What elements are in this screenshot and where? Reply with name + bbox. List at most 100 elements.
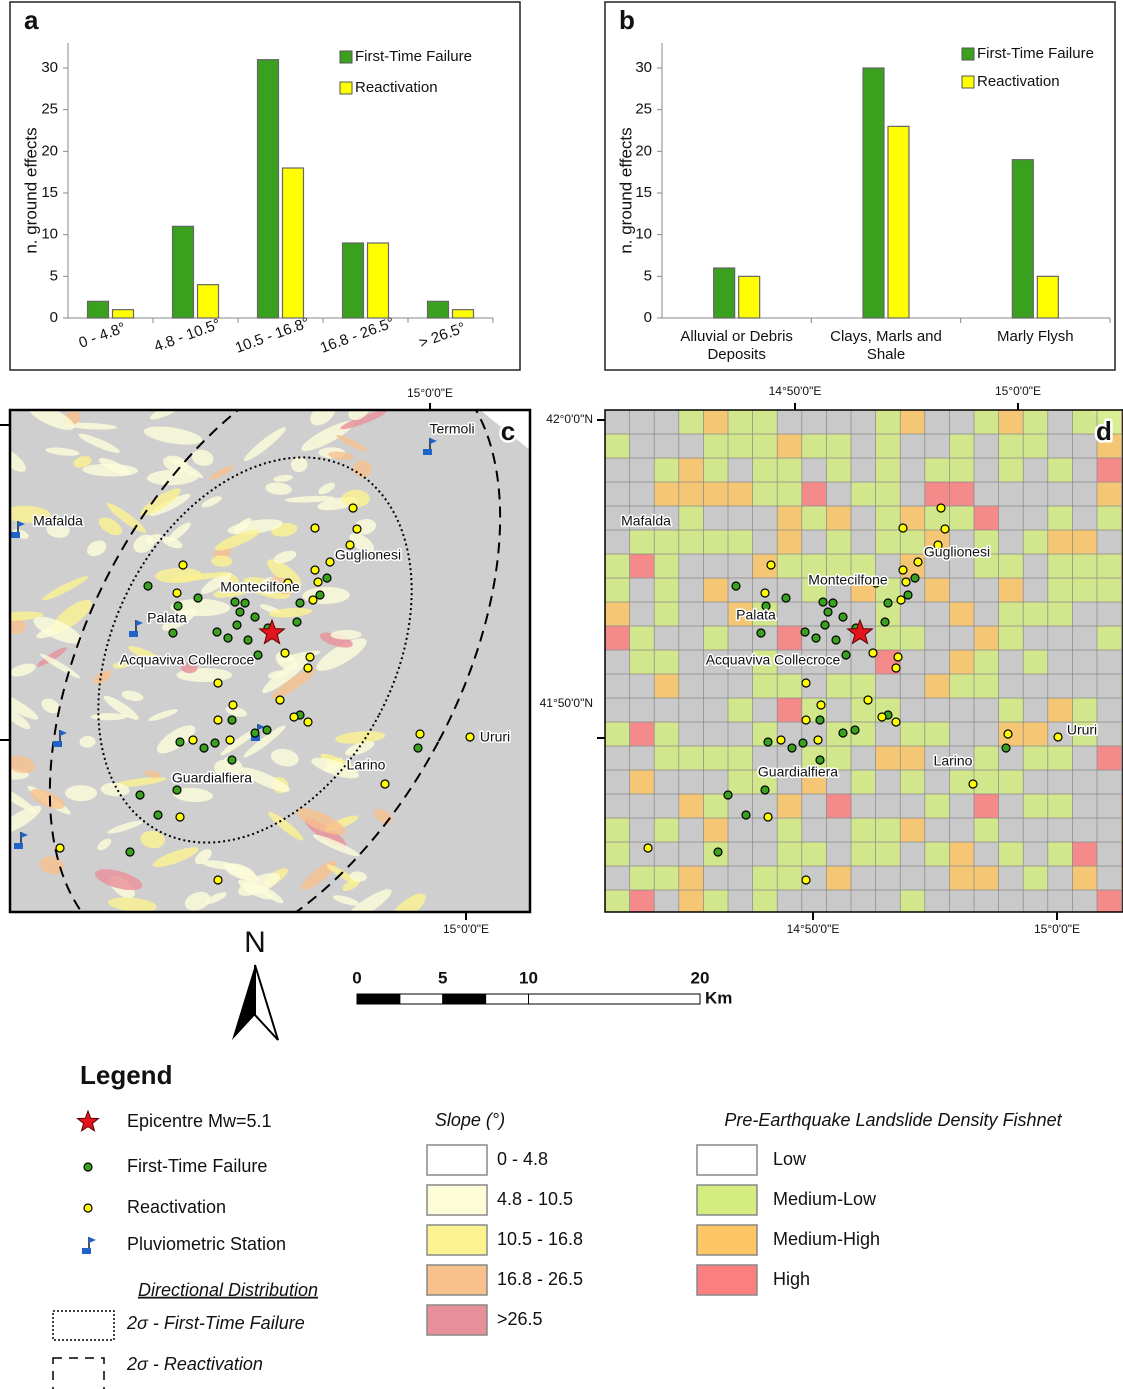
coordinate-label: 15°0'0"E [995, 384, 1041, 398]
legend-swatch [962, 76, 974, 88]
reactivation-point [892, 718, 900, 726]
station-base [82, 1248, 91, 1254]
fishnet-cell [654, 746, 679, 770]
fishnet-cell [1023, 530, 1048, 554]
first-time-failure-point [764, 738, 772, 746]
fishnet-cell [1023, 866, 1048, 890]
fishnet-cell [925, 794, 950, 818]
fishnet-cell [679, 410, 704, 434]
first-time-failure-point [732, 582, 740, 590]
fishnet-cell [999, 698, 1024, 722]
legend-item-label: 4.8 - 10.5 [497, 1189, 573, 1209]
fishnet-cell [654, 674, 679, 698]
y-tick-label: 10 [635, 226, 652, 243]
fishnet-cell [1072, 866, 1097, 890]
first-time-failure-point [323, 574, 331, 582]
legend-swatch [697, 1225, 757, 1255]
fishnet-cell [949, 650, 974, 674]
fishnet-cell [1048, 458, 1073, 482]
fishnet-cell [654, 650, 679, 674]
bar [283, 168, 304, 318]
fishnet-cell [802, 506, 827, 530]
legend-swatch [340, 82, 352, 94]
fishnet-cell [1048, 602, 1073, 626]
first-time-failure-point [724, 791, 732, 799]
fishnet-cell [753, 674, 778, 698]
fishnet-cell [876, 434, 901, 458]
first-time-failure-point [881, 618, 889, 626]
place-label: Mafalda [621, 513, 671, 529]
fishnet-cell [999, 626, 1024, 650]
fishnet-cell [974, 650, 999, 674]
station-flag [89, 1237, 96, 1243]
fishnet-cell [679, 506, 704, 530]
fishnet-cell [974, 410, 999, 434]
x-tick-label: 10.5 - 16.8° [233, 314, 312, 357]
fishnet-cell [1072, 530, 1097, 554]
reactivation-point [937, 504, 945, 512]
reactivation-point [892, 664, 900, 672]
legend-item-label: High [773, 1269, 810, 1289]
fishnet-cell [999, 770, 1024, 794]
first-time-failure-point [414, 744, 422, 752]
fishnet-cell [999, 842, 1024, 866]
coordinate-label: 15°0'0"E [1034, 922, 1080, 936]
fishnet-cell [876, 626, 901, 650]
fishnet-cell [654, 866, 679, 890]
first-time-failure-point [757, 629, 765, 637]
first-time-failure-point [801, 628, 809, 636]
first-time-failure-point [241, 599, 249, 607]
bar [113, 310, 134, 318]
panel-label: c [501, 416, 515, 446]
first-time-failure-point [228, 756, 236, 764]
fishnet-cell [802, 482, 827, 506]
fishnet-cell [703, 482, 728, 506]
fishnet-cell [1023, 746, 1048, 770]
reactivation-point [902, 578, 910, 586]
fishnet-cell [900, 410, 925, 434]
fishnet-cell [900, 626, 925, 650]
y-tick-label: 20 [41, 142, 58, 159]
fishnet-cell [1097, 578, 1122, 602]
bar [258, 60, 279, 318]
y-tick-label: 15 [41, 184, 58, 201]
reactivation-point [281, 649, 289, 657]
fishnet-cell [777, 530, 802, 554]
reactivation-point [897, 596, 905, 604]
legend-swatch [697, 1145, 757, 1175]
fishnet-cell [949, 602, 974, 626]
coordinate-label: 15°0'0"E [407, 386, 453, 400]
legend-item-label: Reactivation [127, 1197, 226, 1217]
fishnet-cell [876, 530, 901, 554]
fishnet-cell [654, 554, 679, 578]
fishnet-cell [654, 578, 679, 602]
fishnet-cell [1023, 650, 1048, 674]
y-tick-label: 25 [635, 101, 652, 118]
legend-item-label: Medium-High [773, 1229, 880, 1249]
station-base [53, 741, 62, 747]
reactivation-point [764, 813, 772, 821]
y-axis-label: n. ground effects [616, 127, 635, 253]
fishnet-cell [974, 818, 999, 842]
fishnet-cell [949, 842, 974, 866]
legend-epicentre-icon [78, 1111, 99, 1131]
fishnet-cell [605, 842, 630, 866]
coordinate-label: 42°0'0"N [546, 412, 593, 426]
fishnet-cell [974, 770, 999, 794]
fishnet-cell [900, 818, 925, 842]
reactivation-point [276, 696, 284, 704]
fishnet-cell [1097, 458, 1122, 482]
first-time-failure-point [176, 738, 184, 746]
legend-item-label: 16.8 - 26.5 [497, 1269, 583, 1289]
fishnet-cell [654, 530, 679, 554]
fishnet-cell [826, 506, 851, 530]
fishnet-cell [851, 674, 876, 698]
x-tick-label: Marly Flysh [960, 328, 1110, 346]
fishnet-cell [826, 674, 851, 698]
fishnet-cell [753, 866, 778, 890]
first-time-failure-point [263, 726, 271, 734]
reactivation-point [767, 561, 775, 569]
fishnet-cell [900, 890, 925, 914]
fishnet-cell [876, 842, 901, 866]
first-time-failure-point [911, 574, 919, 582]
